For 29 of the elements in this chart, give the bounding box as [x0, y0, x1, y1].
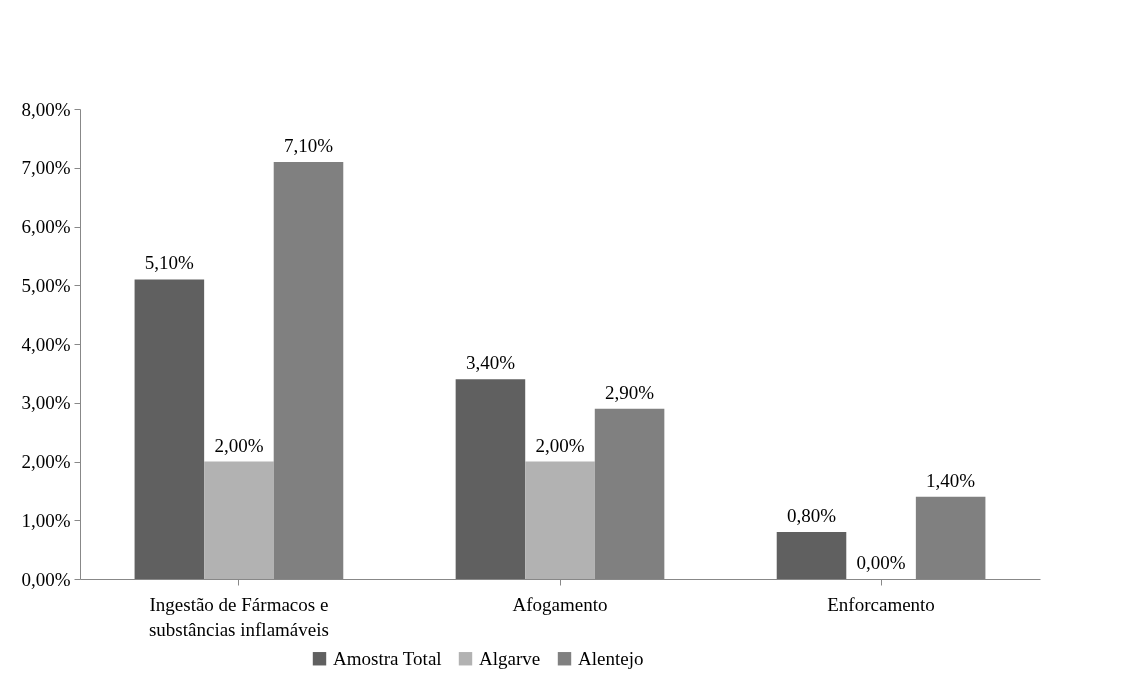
x-tick-label: Enforcamento	[827, 593, 935, 615]
data-label: 0,00%	[856, 552, 906, 573]
data-label: 2,00%	[535, 434, 585, 456]
x-tick-label: Afogamento	[512, 593, 608, 615]
legend-label: Algarve	[479, 647, 541, 669]
bar	[776, 532, 847, 579]
bar	[455, 379, 526, 579]
x-tick-label: Ingestão de Fármacos e substâncias inflamáveis	[148, 593, 329, 640]
data-label: 7,10%	[283, 134, 334, 156]
y-tick-label: 2,00%	[21, 451, 71, 472]
bar	[204, 461, 274, 579]
y-tick-label: 7,00%	[21, 157, 71, 179]
y-tick-label: 0,00%	[21, 568, 71, 590]
bar	[134, 279, 205, 579]
legend-label: Alentejo	[578, 647, 644, 669]
data-label: 2,00%	[214, 434, 264, 456]
y-tick-label: 8,00%	[21, 98, 71, 120]
data-label: 1,40%	[926, 469, 976, 491]
y-tick-label: 1,00%	[21, 509, 71, 531]
data-label: 2,90%	[605, 381, 655, 403]
y-tick-label: 4,00%	[21, 333, 71, 355]
data-label: 0,80%	[786, 505, 837, 526]
y-tick-label: 3,00%	[21, 392, 71, 414]
y-tick-label: 6,00%	[21, 216, 71, 237]
data-label: 5,10%	[144, 252, 195, 274]
legend-label: Amostra Total	[333, 647, 442, 669]
bar	[525, 461, 595, 579]
y-tick-label: 5,00%	[21, 274, 71, 296]
data-label: 3,40%	[465, 352, 516, 374]
